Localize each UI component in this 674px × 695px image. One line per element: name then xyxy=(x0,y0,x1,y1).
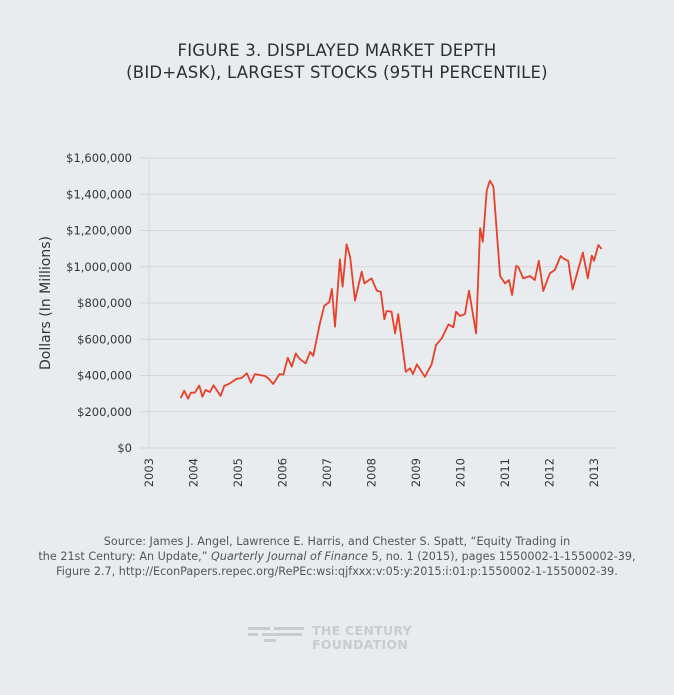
x-tick-label: 2005 xyxy=(231,458,245,487)
y-tick-label: $400,000 xyxy=(77,369,132,383)
y-tick-label: $800,000 xyxy=(77,296,132,310)
y-tick-label: $1,000,000 xyxy=(66,260,132,274)
series-line xyxy=(179,179,603,400)
x-tick-label: 2013 xyxy=(587,458,601,487)
source-line2-pre: the 21st Century: An Update,” xyxy=(38,550,212,563)
y-tick-label: $1,400,000 xyxy=(66,187,132,201)
y-axis-label: Dollars (In Millions) xyxy=(38,236,54,370)
y-tick-label: $1,200,000 xyxy=(66,224,132,238)
chart-title-line1: FIGURE 3. DISPLAYED MARKET DEPTH xyxy=(177,41,497,60)
y-tick-label: $200,000 xyxy=(77,405,132,419)
x-tick-label: 2011 xyxy=(498,458,512,487)
century-foundation-logo: THE CENTURY FOUNDATION xyxy=(248,624,428,656)
x-tick-label: 2009 xyxy=(409,458,423,487)
chart-title-line2: (BID+ASK), LARGEST STOCKS (95TH PERCENTI… xyxy=(126,63,548,82)
x-tick-label: 2004 xyxy=(187,458,201,487)
x-tick-label: 2007 xyxy=(320,458,334,487)
y-tick-label: $0 xyxy=(117,441,132,455)
source-line3: Figure 2.7, http://EconPapers.repec.org/… xyxy=(56,565,618,578)
logo-line1: THE CENTURY xyxy=(312,623,413,638)
source-line2: the 21st Century: An Update,” Quarterly … xyxy=(20,549,654,564)
source-citation: Source: James J. Angel, Lawrence E. Harr… xyxy=(20,534,654,579)
y-tick-label: $1,600,000 xyxy=(66,151,132,165)
source-journal: Quarterly Journal of Finance xyxy=(211,550,368,563)
x-tick-label: 2003 xyxy=(142,458,156,487)
source-line1: Source: James J. Angel, Lawrence E. Harr… xyxy=(103,535,571,548)
logo-line2: FOUNDATION xyxy=(312,637,409,652)
x-tick-label: 2006 xyxy=(276,458,290,487)
x-tick-label: 2012 xyxy=(543,458,557,487)
x-tick-label: 2008 xyxy=(365,458,379,487)
x-tick-label: 2010 xyxy=(454,458,468,487)
source-line2-post: 5, no. 1 (2015), pages 1550002-1-1550002… xyxy=(367,550,636,563)
y-tick-label: $600,000 xyxy=(77,332,132,346)
